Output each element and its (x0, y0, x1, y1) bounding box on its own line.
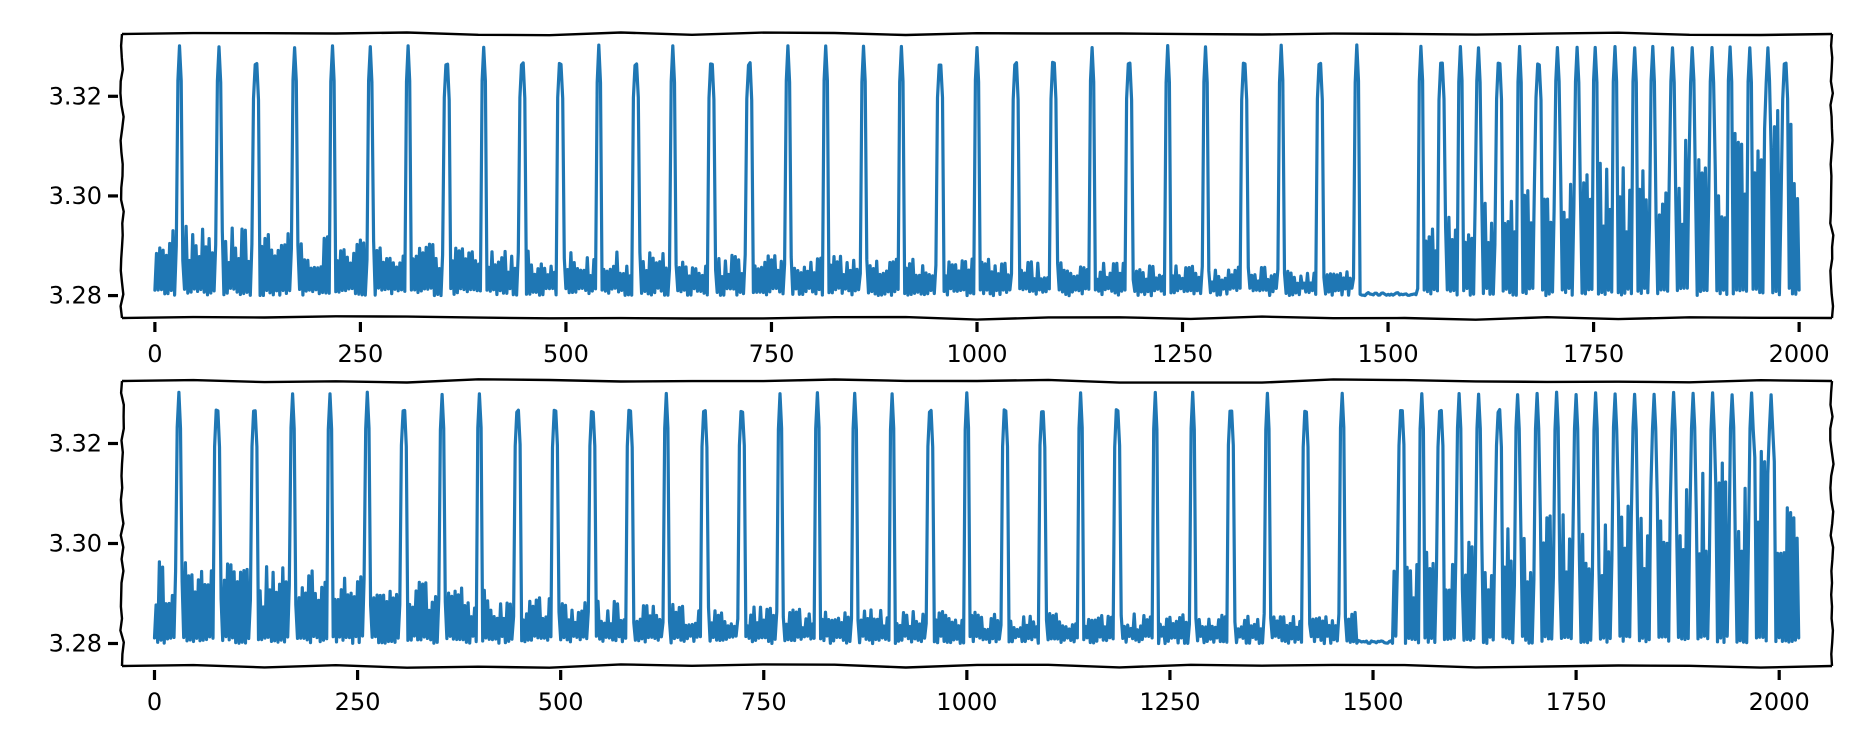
series-line (152, 390, 1801, 646)
x-tick-label: 500 (543, 340, 589, 368)
x-tick-label: 1500 (1342, 688, 1403, 716)
frame-edge (1829, 33, 1835, 319)
y-tick-label: 3.32 (49, 82, 102, 110)
x-tick-label: 750 (749, 340, 795, 368)
frame-edge (1829, 380, 1835, 667)
x-tick-label: 1500 (1358, 340, 1419, 368)
x-tick-label: 2000 (1749, 688, 1810, 716)
y-tick-label: 3.32 (49, 430, 102, 458)
x-tick-label: 1750 (1546, 688, 1607, 716)
x-tick-label: 0 (147, 688, 162, 716)
x-tick-label: 2000 (1769, 340, 1830, 368)
panel-2: 0 250 500 750 1000 1250 1500 1750 2000 3.28 3.30 3.… (49, 378, 1835, 716)
x-tick-label: 500 (538, 688, 584, 716)
frame-edge (121, 31, 1833, 37)
frame-edge (119, 380, 126, 667)
frame-edge (121, 378, 1833, 384)
y-tick-label: 3.30 (49, 182, 102, 210)
x-tick-label: 1250 (1152, 340, 1213, 368)
axes-frame (119, 31, 1835, 321)
x-tick-label: 750 (741, 688, 787, 716)
frame-edge (121, 663, 1833, 669)
x-tick-label: 1250 (1139, 688, 1200, 716)
x-tick-label: 1000 (946, 340, 1007, 368)
x-tick-label: 250 (338, 340, 384, 368)
panel-1: 0 250 500 750 1000 1250 1500 1750 2000 3.28 3.30 3.… (49, 31, 1835, 368)
y-tick-label: 3.30 (49, 530, 102, 558)
x-tick-label: 1750 (1563, 340, 1624, 368)
x-tick-label: 250 (335, 688, 381, 716)
axes-frame (119, 378, 1835, 669)
x-tick-label: 1000 (936, 688, 997, 716)
frame-edge (119, 33, 125, 319)
series-line (153, 43, 1801, 298)
x-tick-label: 0 (147, 340, 162, 368)
y-tick-label: 3.28 (49, 282, 102, 310)
frame-edge (121, 315, 1833, 321)
y-tick-label: 3.28 (49, 630, 102, 658)
